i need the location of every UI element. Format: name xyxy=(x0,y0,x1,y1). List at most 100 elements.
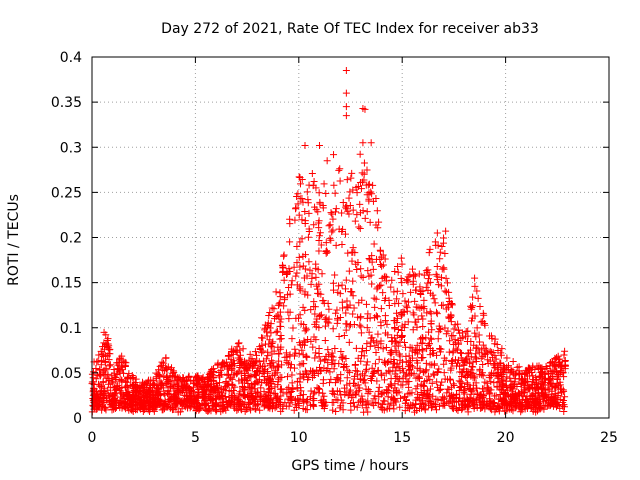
data-point xyxy=(123,384,131,392)
data-point xyxy=(427,320,435,328)
data-point xyxy=(349,186,357,194)
data-point xyxy=(99,378,107,386)
data-point xyxy=(469,358,477,366)
data-point xyxy=(266,384,274,392)
data-point xyxy=(487,378,495,386)
data-point xyxy=(418,340,426,348)
data-point xyxy=(471,274,479,282)
data-point xyxy=(308,270,316,278)
data-point xyxy=(301,341,309,349)
data-point xyxy=(266,359,274,367)
data-point xyxy=(447,391,455,399)
data-point xyxy=(389,401,397,409)
data-point xyxy=(416,283,424,291)
data-point xyxy=(496,395,504,403)
data-point xyxy=(364,267,372,275)
data-point xyxy=(437,282,445,290)
data-point xyxy=(472,333,480,341)
data-point xyxy=(97,383,105,391)
data-point xyxy=(283,359,291,367)
data-point xyxy=(306,266,314,274)
x-tick-label: 10 xyxy=(290,430,308,446)
data-point xyxy=(319,297,327,305)
data-point xyxy=(420,387,428,395)
data-point xyxy=(447,364,455,372)
data-point xyxy=(379,251,387,259)
data-point xyxy=(435,328,443,336)
data-point xyxy=(440,234,448,242)
data-point xyxy=(426,351,434,359)
data-point xyxy=(370,401,378,409)
data-point xyxy=(297,320,305,328)
data-point xyxy=(374,367,382,375)
data-point xyxy=(498,383,506,391)
data-point xyxy=(546,362,554,370)
data-point xyxy=(483,349,491,357)
data-point xyxy=(233,406,241,414)
data-point xyxy=(382,277,390,285)
data-point xyxy=(304,196,312,204)
data-point xyxy=(432,270,440,278)
data-point xyxy=(361,214,369,222)
data-point xyxy=(380,376,388,384)
data-point xyxy=(339,304,347,312)
data-point xyxy=(340,384,348,392)
data-point xyxy=(201,389,209,397)
data-point xyxy=(412,286,420,294)
data-point xyxy=(474,344,482,352)
data-point xyxy=(94,357,102,365)
data-point xyxy=(269,338,277,346)
data-point xyxy=(391,359,399,367)
data-point xyxy=(358,392,366,400)
data-point xyxy=(502,391,510,399)
data-point xyxy=(310,298,318,306)
data-point xyxy=(326,379,334,387)
data-point xyxy=(423,269,431,277)
data-point xyxy=(203,399,211,407)
data-point xyxy=(508,398,516,406)
data-point xyxy=(315,344,323,352)
data-point xyxy=(178,382,186,390)
data-point xyxy=(178,378,186,386)
data-point xyxy=(365,197,373,205)
data-point xyxy=(413,341,421,349)
data-point xyxy=(543,402,551,410)
data-point xyxy=(403,307,411,315)
data-point xyxy=(380,389,388,397)
data-point xyxy=(406,357,414,365)
data-point xyxy=(443,279,451,287)
data-point xyxy=(315,141,323,149)
data-point xyxy=(464,350,472,358)
data-point xyxy=(464,332,472,340)
data-point xyxy=(424,390,432,398)
data-point xyxy=(335,360,343,368)
data-point xyxy=(269,359,277,367)
y-tick-label: 0 xyxy=(73,411,82,427)
data-point xyxy=(481,321,489,329)
data-point xyxy=(363,191,371,199)
data-point xyxy=(173,395,181,403)
data-point xyxy=(441,287,449,295)
data-point xyxy=(421,399,429,407)
data-point xyxy=(248,384,256,392)
data-point xyxy=(280,276,288,284)
data-point xyxy=(349,248,357,256)
data-point xyxy=(259,347,267,355)
data-point xyxy=(115,377,123,385)
data-point xyxy=(352,344,360,352)
data-point xyxy=(411,297,419,305)
data-point xyxy=(391,334,399,342)
data-point xyxy=(440,354,448,362)
data-point xyxy=(540,391,548,399)
data-point xyxy=(476,338,484,346)
data-point xyxy=(263,332,271,340)
data-point xyxy=(209,376,217,384)
data-point xyxy=(375,355,383,363)
data-point xyxy=(183,391,191,399)
data-point xyxy=(276,299,284,307)
data-point xyxy=(356,375,364,383)
data-point xyxy=(89,374,97,382)
data-point xyxy=(479,372,487,380)
data-point xyxy=(309,182,317,190)
data-point xyxy=(374,224,382,232)
